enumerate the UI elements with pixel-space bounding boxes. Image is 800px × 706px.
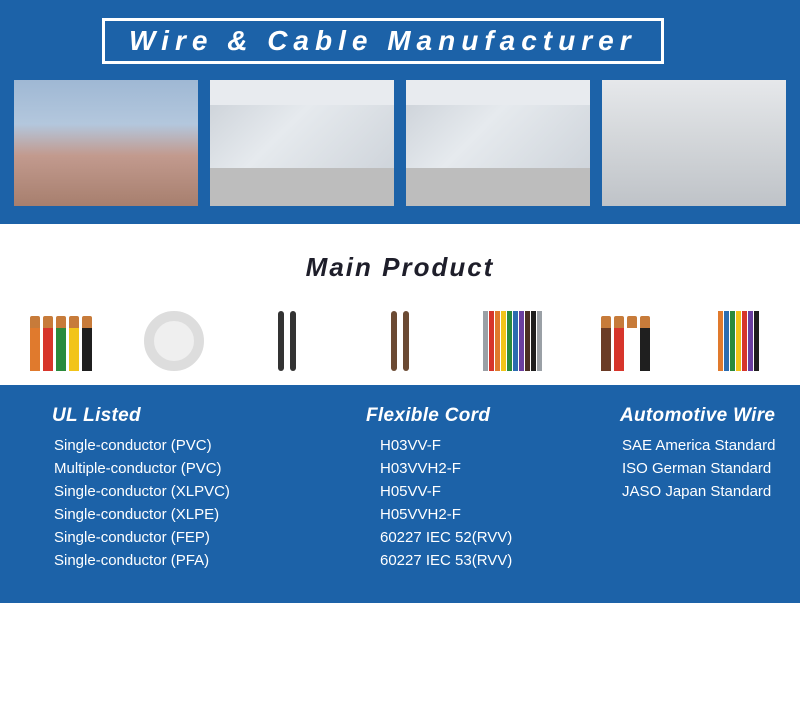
main-product-section: Main Product: [0, 224, 800, 385]
auto-item: JASO Japan Standard: [620, 483, 782, 500]
banner-section: Wire & Cable Manufacturer: [0, 0, 800, 224]
ul-heading: UL Listed: [52, 405, 352, 427]
product-tile-5: [461, 301, 564, 371]
flex-item: 60227 IEC 53(RVV): [366, 552, 610, 569]
ul-item: Single-conductor (PFA): [52, 552, 352, 569]
auto-item: SAE America Standard: [620, 437, 782, 454]
factory-photo-1: [14, 80, 198, 206]
flex-heading: Flexible Cord: [366, 405, 610, 427]
ul-item: Single-conductor (XLPVC): [52, 483, 352, 500]
category-automotive-wire: Automotive Wire SAE America Standard ISO…: [620, 405, 782, 575]
ul-item: Single-conductor (PVC): [52, 437, 352, 454]
product-tile-6: [574, 301, 677, 371]
factory-photo-4: [602, 80, 786, 206]
auto-heading: Automotive Wire: [620, 405, 782, 427]
categories-section: UL Listed Single-conductor (PVC) Multipl…: [0, 385, 800, 603]
product-row: [0, 301, 800, 371]
product-tile-4: [349, 301, 452, 371]
flex-item: 60227 IEC 52(RVV): [366, 529, 610, 546]
main-product-heading: Main Product: [0, 252, 800, 283]
flex-item: H03VVH2-F: [366, 460, 610, 477]
product-tile-1: [10, 301, 113, 371]
flex-item: H05VV-F: [366, 483, 610, 500]
flex-item: H05VVH2-F: [366, 506, 610, 523]
factory-photo-3: [406, 80, 590, 206]
factory-photo-2: [210, 80, 394, 206]
category-ul-listed: UL Listed Single-conductor (PVC) Multipl…: [52, 405, 352, 575]
category-columns: UL Listed Single-conductor (PVC) Multipl…: [52, 405, 782, 575]
banner-title: Wire & Cable Manufacturer: [129, 25, 637, 57]
product-tile-3: [236, 301, 339, 371]
ul-item: Single-conductor (FEP): [52, 529, 352, 546]
auto-item: ISO German Standard: [620, 460, 782, 477]
sheath-cable-icon: [144, 311, 204, 371]
banner-title-box: Wire & Cable Manufacturer: [102, 18, 664, 64]
ul-item: Single-conductor (XLPE): [52, 506, 352, 523]
product-tile-2: [123, 301, 226, 371]
ul-item: Multiple-conductor (PVC): [52, 460, 352, 477]
factory-image-grid: [12, 80, 788, 206]
flex-item: H03VV-F: [366, 437, 610, 454]
category-flexible-cord: Flexible Cord H03VV-F H03VVH2-F H05VV-F …: [362, 405, 610, 575]
product-tile-7: [687, 301, 790, 371]
